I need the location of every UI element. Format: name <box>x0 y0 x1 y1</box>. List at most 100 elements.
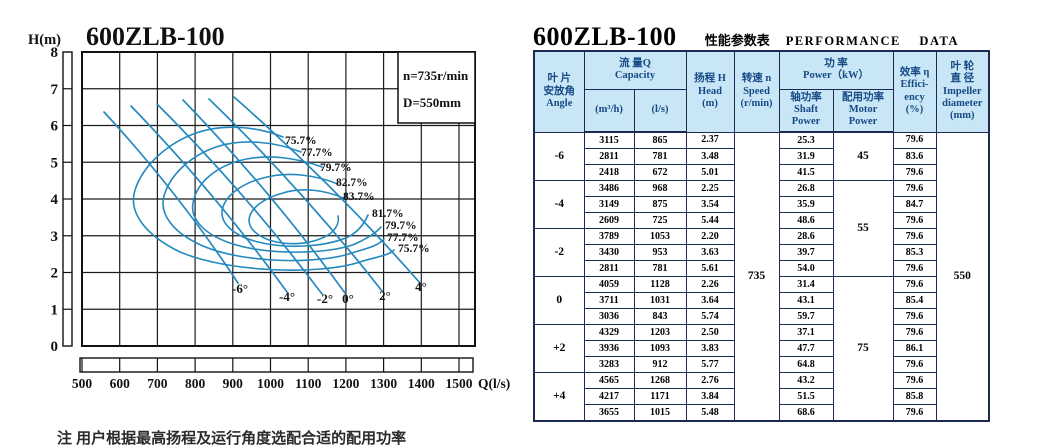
table-title: 600ZLB-100 性能参数表 PERFORMANCE DATA <box>533 22 989 51</box>
footnote: 注 用户根据最高扬程及运行角度选配合适的配用功率 <box>57 430 407 447</box>
capacity-ls-cell: 1128 <box>633 276 687 293</box>
head-cell: 3.84 <box>685 388 735 405</box>
capacity-m3h-cell: 3936 <box>583 340 635 357</box>
shaft-power-cell: 68.6 <box>778 404 834 422</box>
table-subtitle-cn: 性能参数表 <box>704 33 770 48</box>
capacity-m3h-cell: 3430 <box>583 244 635 261</box>
legend-speed-text: n=735r/min <box>403 68 469 83</box>
efficiency-label: 81.7% <box>372 208 404 220</box>
capacity-m3h-cell: 2811 <box>583 260 635 277</box>
angle-cell: -6 <box>533 131 585 181</box>
efficiency-contour-curve <box>221 173 369 248</box>
blade-angle-label: 0° <box>342 291 354 306</box>
header-speed: 转速 n Speed (r/min) <box>733 50 780 133</box>
efficiency-cell: 79.6 <box>892 212 937 229</box>
efficiency-cell: 79.6 <box>892 404 937 422</box>
y-tick-label: 7 <box>51 82 59 98</box>
chart-annotations: 75.7%77.7%79.7%82.7%83.7%81.7%79.7%77.7%… <box>232 135 430 306</box>
shaft-power-cell: 51.5 <box>778 388 834 405</box>
y-tick-label: 1 <box>51 302 59 318</box>
capacity-m3h-cell: 3486 <box>583 180 635 197</box>
table-row: -6 3115 865 2.37 735 25.3 45 79.6 550 <box>533 131 990 422</box>
x-axis-title: Q(l/s) <box>478 376 510 391</box>
x-tick-label: 600 <box>110 376 131 391</box>
header-capacity: 流 量Q Capacity <box>583 50 687 90</box>
x-tick-label: 700 <box>147 376 168 391</box>
head-cell: 3.63 <box>685 244 735 261</box>
capacity-m3h-cell: 3711 <box>583 292 635 309</box>
speed-cell: 735 <box>733 131 780 422</box>
head-cell: 2.26 <box>685 276 735 293</box>
table-model-title: 600ZLB-100 <box>533 22 677 51</box>
efficiency-cell: 84.7 <box>892 196 937 213</box>
y-tick-label: 3 <box>51 229 59 245</box>
shaft-power-cell: 64.8 <box>778 356 834 373</box>
capacity-ls-cell: 1015 <box>633 404 687 422</box>
shaft-power-cell: 59.7 <box>778 308 834 325</box>
table-row: 2609 725 5.44 48.6 79.6 <box>534 212 989 229</box>
head-cell: 5.48 <box>685 404 735 422</box>
efficiency-cell: 79.6 <box>892 276 937 293</box>
capacity-ls-cell: 725 <box>633 212 687 229</box>
x-tick-label: 500 <box>72 376 93 391</box>
x-tick-label: 1000 <box>257 376 284 391</box>
x-tick-label: 1400 <box>408 376 435 391</box>
efficiency-cell: 83.6 <box>892 148 937 165</box>
efficiency-cell: 85.3 <box>892 244 937 261</box>
capacity-ls-cell: 1171 <box>633 388 687 405</box>
shaft-power-cell: 28.6 <box>778 228 834 245</box>
efficiency-label: 75.7% <box>285 135 317 147</box>
efficiency-cell: 79.6 <box>892 356 937 373</box>
capacity-ls-cell: 912 <box>633 356 687 373</box>
efficiency-cell: 79.6 <box>892 324 937 341</box>
head-cell: 2.37 <box>685 131 735 149</box>
header-capacity-m3h: (m³/h) <box>583 88 635 133</box>
capacity-m3h-cell: 3283 <box>583 356 635 373</box>
shaft-power-cell: 47.7 <box>778 340 834 357</box>
blade-angle-curve <box>208 98 383 292</box>
efficiency-cell: 85.8 <box>892 388 937 405</box>
capacity-m3h-cell: 3655 <box>583 404 635 422</box>
motor-power-cell: 75 <box>832 276 894 422</box>
x-tick-label: 1200 <box>332 376 359 391</box>
table-row: 3711 1031 3.64 43.1 85.4 <box>534 292 989 309</box>
efficiency-cell: 79.6 <box>892 228 937 245</box>
capacity-ls-cell: 1203 <box>633 324 687 341</box>
header-angle: 叶 片 安放角 Angle <box>533 50 585 133</box>
header-power: 功 率 Power（kW） <box>778 50 894 90</box>
angle-cell: +2 <box>533 324 585 373</box>
shaft-power-cell: 35.9 <box>778 196 834 213</box>
chart-tick-labels: 0 1 2 3 4 5 6 7 8 500 600 700 800 900 1000 1100 1200 1300… <box>51 45 473 391</box>
legend-diameter-text: D=550mm <box>403 95 461 110</box>
header-motor-power: 配用功率 Motor Power <box>832 88 894 133</box>
header-shaft-power: 轴功率 Shaft Power <box>778 88 834 133</box>
angle-cell: -4 <box>533 180 585 229</box>
efficiency-contour-curve <box>132 126 395 271</box>
blade-angle-curve <box>233 96 421 284</box>
table-row: 0 4059 1128 2.26 31.4 75 79.6 <box>533 276 989 422</box>
head-cell: 5.44 <box>685 212 735 229</box>
performance-table: 叶 片 安放角 Angle 流 量Q Capacity 扬程 H Head (m… <box>533 50 991 422</box>
efficiency-label: 82.7% <box>336 177 368 189</box>
head-cell: 3.83 <box>685 340 735 357</box>
capacity-ls-cell: 968 <box>633 180 687 197</box>
motor-power-cell: 55 <box>832 180 894 277</box>
y-tick-label: 4 <box>51 192 59 208</box>
header-efficiency: 效率 η Effici- ency (%) <box>892 50 937 133</box>
table-row: 2811 781 3.48 31.9 83.6 <box>534 148 989 165</box>
head-cell: 3.64 <box>685 292 735 309</box>
y-tick-label: 6 <box>51 119 59 135</box>
capacity-ls-cell: 781 <box>633 148 687 165</box>
blade-angle-label: 4° <box>415 279 427 294</box>
head-cell: 3.48 <box>685 148 735 165</box>
header-impeller: 叶 轮 直 径 Impeller diameter (mm) <box>935 50 990 133</box>
efficiency-label: 77.7% <box>301 147 333 159</box>
capacity-m3h-cell: 4329 <box>583 324 635 341</box>
table-row: 3283 912 5.77 64.8 79.6 <box>534 356 989 373</box>
efficiency-cell: 79.6 <box>892 372 937 389</box>
head-cell: 5.61 <box>685 260 735 277</box>
shaft-power-cell: 31.9 <box>778 148 834 165</box>
table-subtitle-en: PERFORMANCE DATA <box>785 34 959 48</box>
shaft-power-cell: 41.5 <box>778 164 834 181</box>
shaft-power-cell: 39.7 <box>778 244 834 261</box>
